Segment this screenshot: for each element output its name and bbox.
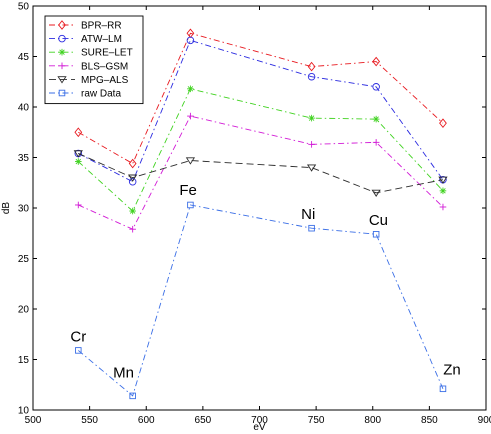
legend-label: ATW–LM — [81, 34, 122, 45]
x-tick-label: 800 — [364, 415, 381, 426]
data-point — [306, 164, 317, 172]
series-layer — [73, 28, 448, 400]
legend-marker — [57, 76, 67, 84]
legend-label: raw Data — [81, 89, 121, 100]
y-tick-label: 30 — [18, 204, 30, 215]
legend-marker — [58, 62, 66, 70]
y-tick-label: 15 — [18, 355, 30, 366]
series-mpg-als — [73, 150, 448, 197]
data-point — [439, 118, 447, 128]
x-tick-label: 550 — [81, 415, 98, 426]
annotation-label: Mn — [113, 365, 134, 382]
data-point — [372, 83, 380, 91]
legend-item: raw Data — [49, 89, 121, 100]
x-tick-label: 850 — [421, 415, 438, 426]
legend-marker — [58, 89, 66, 97]
y-tick-label: 25 — [18, 254, 30, 265]
legend-label: BLS–GSM — [81, 61, 128, 72]
x-tick-label: 700 — [251, 415, 268, 426]
data-point — [75, 201, 82, 209]
annotation-label: Zn — [443, 362, 461, 379]
data-point — [372, 115, 380, 123]
legend-label: BPR–RR — [81, 21, 122, 32]
x-tick-label: 900 — [478, 415, 491, 426]
data-point — [371, 189, 381, 197]
data-point — [73, 150, 83, 158]
data-point — [187, 85, 194, 93]
series-sure-let — [75, 85, 447, 215]
x-tick-label: 500 — [25, 415, 42, 426]
legend-marker — [58, 48, 66, 56]
legend-label: MPG–ALS — [81, 75, 129, 86]
y-tick-label: 20 — [18, 305, 30, 316]
data-point — [307, 72, 316, 81]
annotation-label: Fe — [179, 182, 197, 199]
data-point — [129, 207, 136, 215]
data-point — [308, 224, 315, 232]
x-tick-label: 600 — [138, 415, 155, 426]
annotation-label: Cr — [70, 328, 86, 345]
data-point — [308, 141, 315, 148]
data-point — [129, 225, 136, 233]
data-point — [372, 56, 381, 67]
data-point — [307, 61, 316, 72]
annotation-label: Ni — [301, 206, 315, 223]
data-point — [187, 112, 194, 120]
data-point — [439, 203, 447, 211]
data-point — [372, 139, 380, 146]
legend-box — [44, 15, 144, 105]
data-point — [74, 127, 83, 138]
y-tick-label: 40 — [18, 103, 30, 114]
legend-item: ATW–LM — [49, 34, 122, 45]
series-line — [77, 88, 444, 212]
series-line — [78, 115, 444, 230]
x-tick-label: 750 — [308, 415, 325, 426]
series-line — [78, 32, 444, 165]
legend-marker — [58, 34, 66, 43]
legend-marker — [58, 20, 66, 30]
series-bls-gsm — [75, 112, 447, 233]
series-line — [78, 153, 444, 194]
data-point — [128, 174, 138, 182]
data-point — [128, 177, 137, 186]
series-raw-data — [75, 201, 447, 400]
data-point — [308, 114, 315, 122]
annotations-layer: Cr Mn Fe Ni Cu Zn — [70, 182, 460, 382]
annotation-label: Cu — [369, 212, 388, 229]
data-point — [185, 157, 196, 165]
y-tick-label: 35 — [18, 153, 30, 164]
x-axis-label: eV — [253, 422, 266, 433]
data-point — [372, 231, 380, 238]
x-tick-label: 650 — [195, 415, 212, 426]
data-point — [439, 385, 447, 393]
legend-item: MPG–ALS — [49, 75, 129, 86]
data-point — [439, 187, 447, 195]
y-tick-label: 10 — [18, 406, 30, 417]
data-point — [128, 158, 137, 169]
legend-item: SURE–LET — [49, 48, 133, 59]
legend-item: BPR–RR — [49, 20, 122, 32]
data-point — [129, 392, 136, 400]
axes: 500 550 600 650 700 750 800 850 900 10 15 20 25 30 35 4… — [18, 2, 491, 427]
legend: BPR–RR ATW–LM SURE–LET BLS–GSM MPG–ALS raw Da… — [44, 15, 144, 105]
y-tick-label: 45 — [18, 52, 30, 63]
data-point — [75, 347, 82, 354]
data-point — [186, 36, 195, 45]
y-tick-label: 50 — [18, 2, 30, 13]
data-point — [438, 176, 448, 184]
legend-label: SURE–LET — [81, 48, 133, 59]
data-point — [187, 201, 194, 209]
data-point — [75, 158, 82, 165]
y-axis-label: dB — [1, 202, 12, 215]
legend-item: BLS–GSM — [49, 61, 128, 72]
series-line — [78, 204, 444, 397]
